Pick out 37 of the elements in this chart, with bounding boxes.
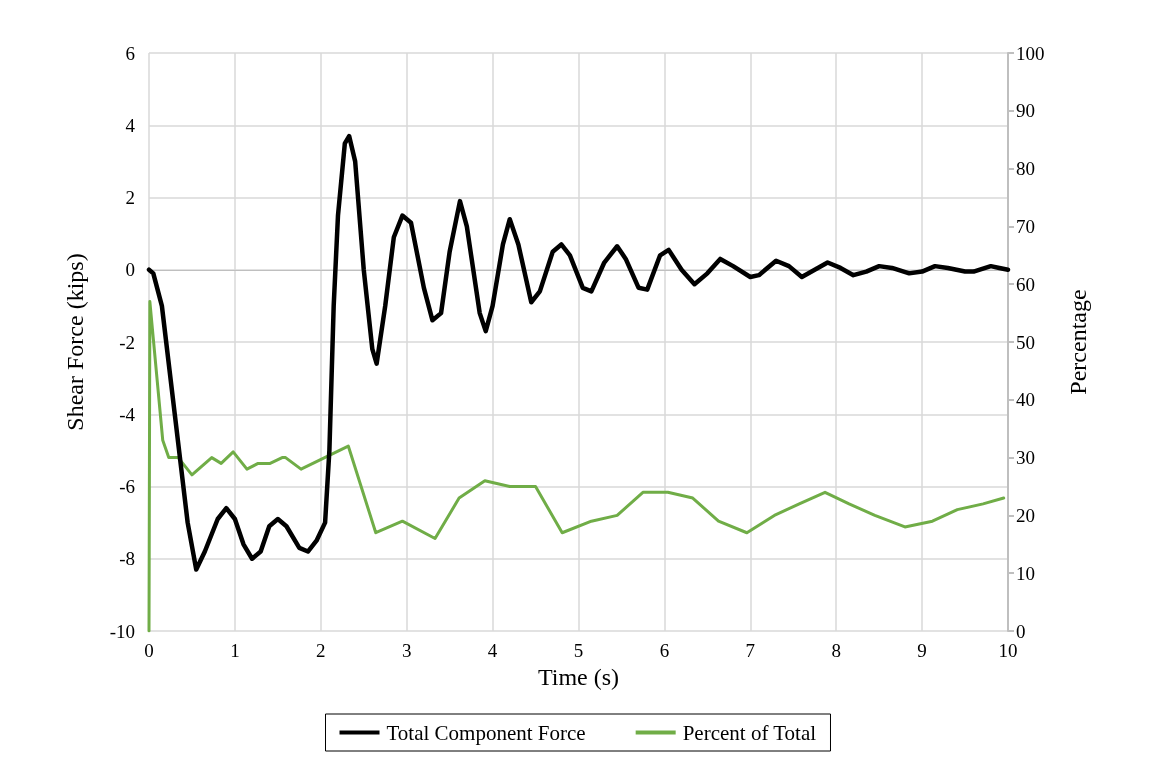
x-tick-label: 3 <box>401 640 412 661</box>
y2-tick-label: 100 <box>1016 42 1045 64</box>
x-tick-label: 10 <box>998 640 1018 661</box>
legend-label: Total Component Force <box>386 720 586 745</box>
y-tick-label: 2 <box>125 187 135 208</box>
x-tick-label: 0 <box>144 640 154 661</box>
y-tick-label: 6 <box>125 42 135 64</box>
y2-tick-label: 80 <box>1016 158 1035 180</box>
y2-tick-label: 30 <box>1016 447 1035 469</box>
y-tick-label: -10 <box>109 620 135 642</box>
y-tick-label: -6 <box>119 476 135 497</box>
x-tick-label: 2 <box>316 640 326 661</box>
y2-tick-label: 90 <box>1016 100 1035 122</box>
y2-tick-label: 40 <box>1016 389 1035 411</box>
x-tick-label: 4 <box>487 640 498 661</box>
y2-tick-label: 0 <box>1016 620 1026 642</box>
legend-label: Percent of Total <box>682 720 817 745</box>
y2-tick-label: 10 <box>1016 562 1035 584</box>
y2-tick-label: 20 <box>1016 504 1035 526</box>
y-axis-title: Shear Force (kips) <box>62 253 88 431</box>
x-tick-label: 1 <box>230 640 240 661</box>
y-tick-label: 0 <box>125 259 135 281</box>
y-tick-label: -4 <box>119 403 136 425</box>
y2-tick-label: 60 <box>1016 273 1035 295</box>
y-tick-label: -2 <box>119 331 135 353</box>
y2-tick-label: 50 <box>1016 331 1035 353</box>
x-tick-label: 6 <box>659 640 670 661</box>
y2-axis-title: Percentage <box>1065 289 1091 395</box>
x-tick-label: 5 <box>573 640 584 661</box>
line-series <box>146 133 1011 572</box>
x-tick-label: 7 <box>745 640 756 661</box>
x-axis-title: Time (s) <box>537 663 620 690</box>
x-tick-label: 8 <box>831 640 841 661</box>
y2-tick-label: 70 <box>1016 215 1035 237</box>
y-tick-label: -8 <box>119 548 135 570</box>
x-tick-label: 9 <box>917 640 927 661</box>
y-tick-label: 4 <box>125 114 136 136</box>
